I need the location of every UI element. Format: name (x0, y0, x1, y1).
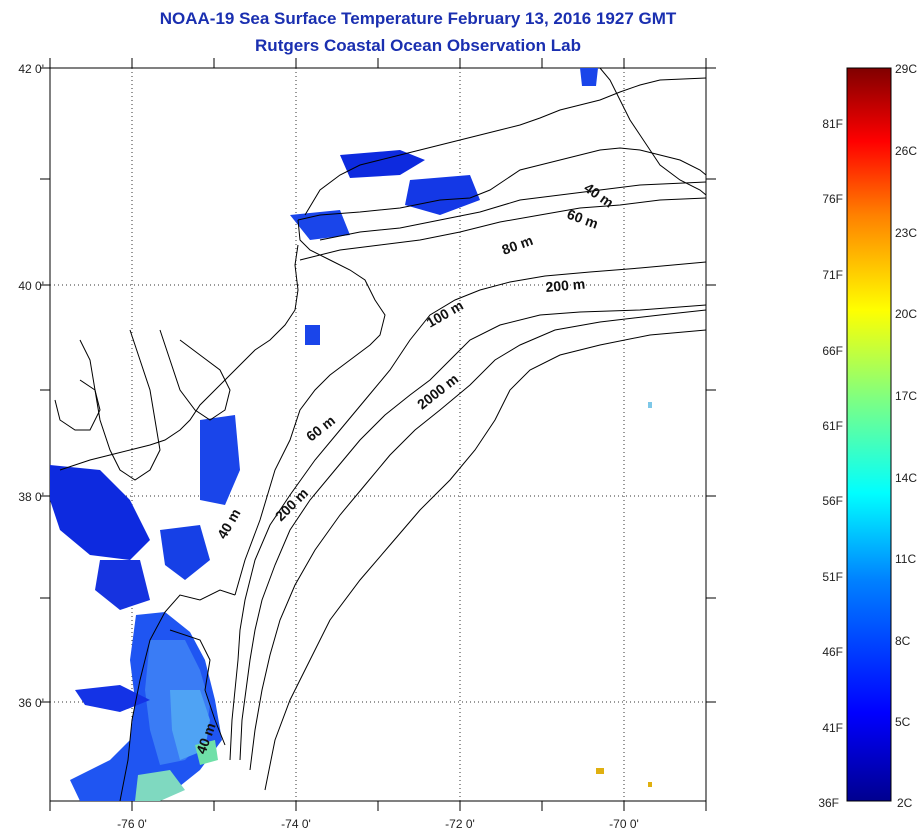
cb-c-11: 11C (895, 552, 916, 566)
map-subtitle: Rutgers Coastal Ocean Observation Lab (255, 36, 581, 55)
map-content (50, 68, 706, 801)
lon-label-70: -70 0' (609, 817, 639, 831)
cb-f-36: 36F (818, 796, 839, 810)
latitude-labels: 42 0' 40 0' 38 0' 36 0' (18, 62, 44, 710)
cb-c-5: 5C (895, 715, 911, 729)
lon-label-74: -74 0' (281, 817, 311, 831)
graticule (50, 68, 706, 801)
cb-c-29: 29C (895, 62, 917, 76)
cb-c-26: 26C (895, 144, 917, 158)
lon-label-72: -72 0' (445, 817, 475, 831)
cb-c-8: 8C (895, 634, 911, 648)
lat-label-40: 40 0' (18, 279, 44, 293)
cb-c-14: 14C (895, 471, 917, 485)
cb-f-76: 76F (822, 192, 843, 206)
cb-f-41: 41F (822, 721, 843, 735)
lat-label-36: 36 0' (18, 696, 44, 710)
cb-f-61: 61F (822, 419, 843, 433)
colorbar-fahrenheit-labels: 81F 76F 71F 66F 61F 56F 51F 46F 41F 36F (818, 117, 843, 810)
sst-field (50, 68, 652, 801)
colorbar-celsius-labels: 29C 26C 23C 20C 17C 14C 11C 8C 5C 2C (895, 62, 917, 810)
lon-label-76: -76 0' (117, 817, 147, 831)
lat-label-42: 42 0' (18, 62, 44, 76)
cb-f-56: 56F (822, 494, 843, 508)
cb-f-46: 46F (822, 645, 843, 659)
colorbar-scale (846, 67, 892, 802)
cb-c-2: 2C (897, 796, 913, 810)
cb-f-66: 66F (822, 344, 843, 358)
longitude-labels: -76 0' -74 0' -72 0' -70 0' (117, 817, 639, 831)
axis-ticks (40, 58, 716, 811)
contour-label-200m-north: 200 m (545, 276, 586, 295)
colorbar: 81F 76F 71F 66F 61F 56F 51F 46F 41F 36F … (818, 62, 917, 810)
cb-c-17: 17C (895, 389, 917, 403)
coastline (54, 68, 706, 801)
map-title: NOAA-19 Sea Surface Temperature February… (159, 9, 677, 28)
cb-f-81: 81F (822, 117, 843, 131)
lat-label-38: 38 0' (18, 490, 44, 504)
cb-c-20: 20C (895, 307, 917, 321)
bathymetry-contours (229, 181, 706, 791)
cb-c-23: 23C (895, 226, 917, 240)
cb-f-71: 71F (822, 268, 843, 282)
cb-f-51: 51F (822, 570, 843, 584)
